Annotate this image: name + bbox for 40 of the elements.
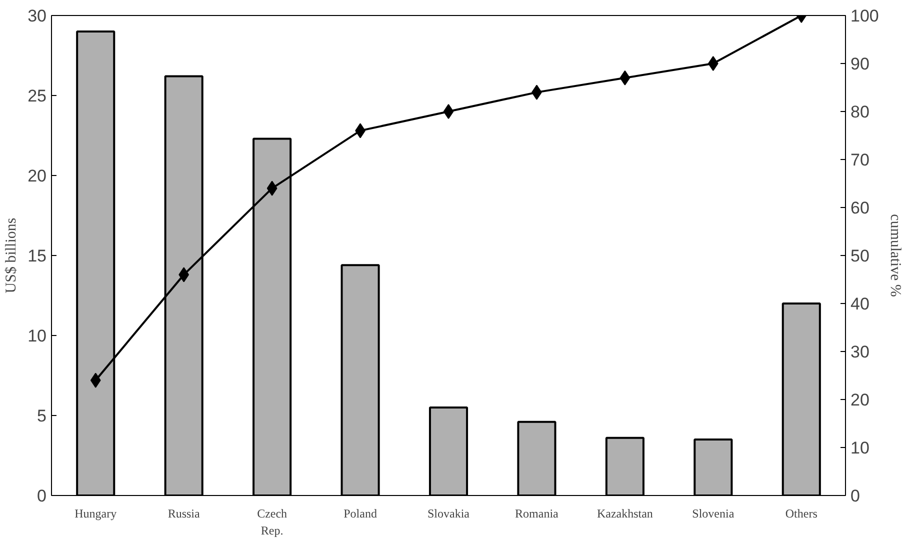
bar xyxy=(782,302,821,496)
y2-tick-label: 40 xyxy=(850,294,870,314)
point xyxy=(443,104,454,119)
bar xyxy=(517,420,556,496)
y-tick-label: 10 xyxy=(28,326,47,346)
x-tick-label: Kazakhstan xyxy=(596,506,653,520)
y2-tick-label: 30 xyxy=(850,342,870,362)
x-tick-label: Others xyxy=(785,506,818,520)
y2-tick-label: 70 xyxy=(850,150,870,170)
y-tick-label: 30 xyxy=(28,6,47,26)
x-tick-label: Slovakia xyxy=(428,506,470,520)
x-tick-label: Romania xyxy=(515,506,560,520)
bar xyxy=(340,264,380,496)
y2-tick-label: 50 xyxy=(850,246,870,266)
y2-tick-label: 90 xyxy=(850,54,870,74)
x-tick-label: Hungary xyxy=(74,506,117,520)
y-tick-label: 0 xyxy=(37,486,47,506)
bar xyxy=(428,406,468,496)
y2-axis-title: cumulative % xyxy=(886,214,903,297)
x-tick-label: Czech Rep. xyxy=(257,506,288,538)
x-tick-label: Poland xyxy=(344,506,377,520)
y2-tick-label: 100 xyxy=(850,6,879,26)
point xyxy=(708,56,718,71)
y-tick-label: 25 xyxy=(28,86,47,106)
bar xyxy=(605,436,644,496)
y2-tick-label: 10 xyxy=(850,438,870,458)
x-tick-label: Russia xyxy=(168,506,201,520)
bar xyxy=(694,438,733,496)
y2-tick-label: 0 xyxy=(850,486,860,506)
point xyxy=(266,180,278,196)
point xyxy=(90,372,101,388)
y-tick-label: 5 xyxy=(37,406,47,426)
x-tick-label: Slovenia xyxy=(692,506,735,520)
point xyxy=(620,70,630,86)
y-tick-label: 20 xyxy=(28,166,47,186)
y-axis-title: US$ billions xyxy=(4,218,20,294)
y2-tick-label: 80 xyxy=(850,102,870,122)
y2-tick-label: 20 xyxy=(850,390,870,410)
y-tick-label: 15 xyxy=(28,246,47,266)
y2-tick-label: 60 xyxy=(850,198,870,218)
